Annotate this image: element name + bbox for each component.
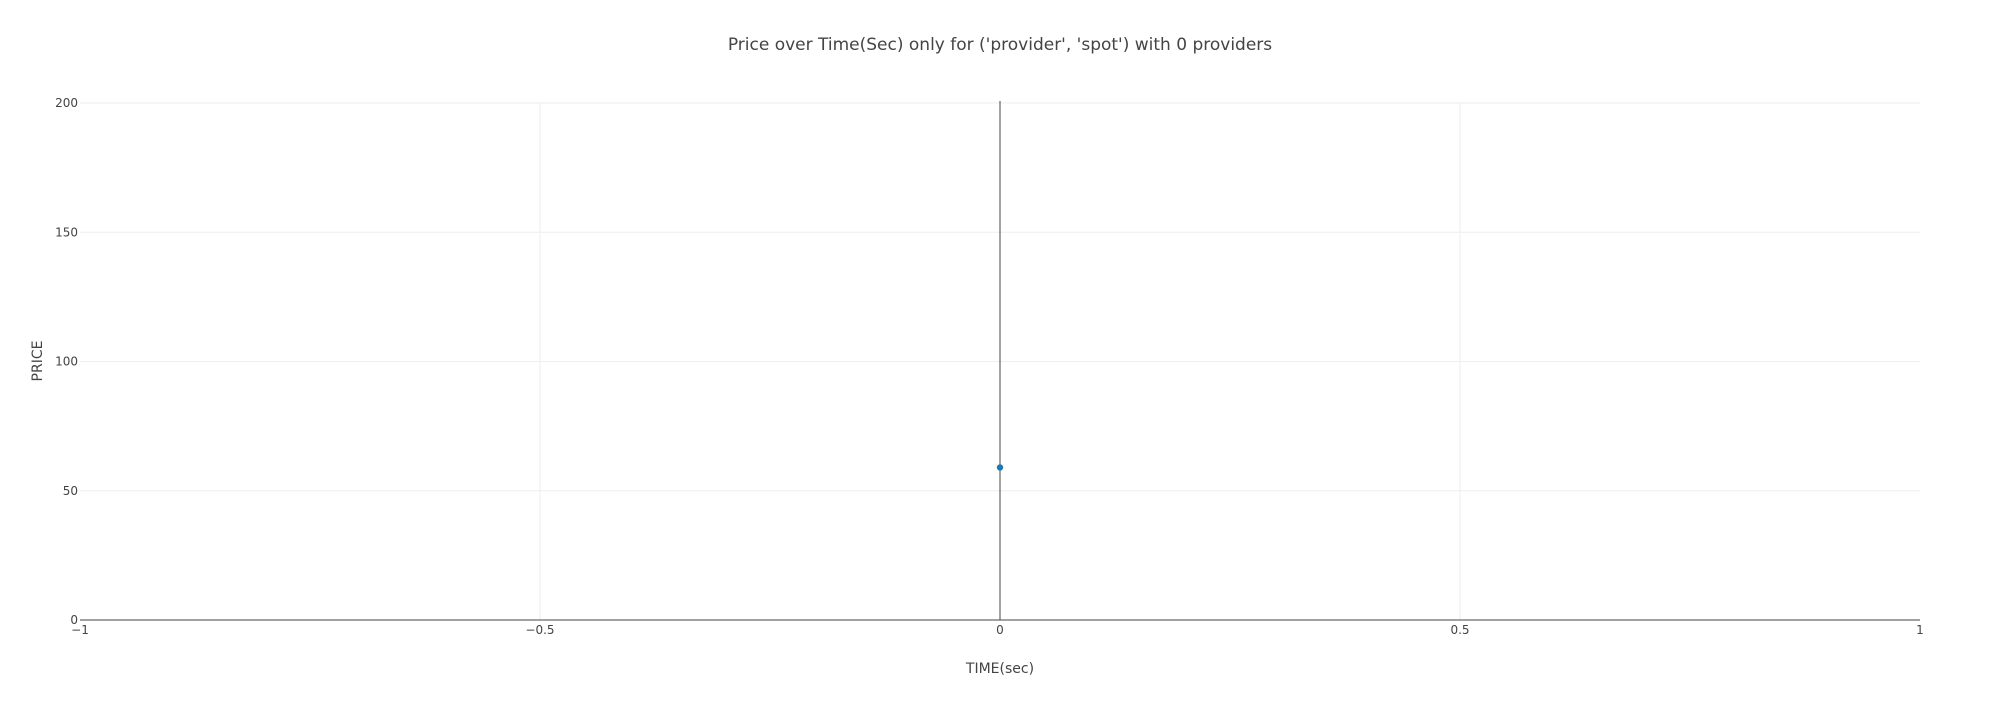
y-tick-label: 200 — [55, 96, 78, 110]
y-axis-title: PRICE — [30, 341, 46, 382]
y-tick-label: 0 — [70, 613, 78, 627]
chart-title: Price over Time(Sec) only for ('provider… — [728, 35, 1272, 55]
y-tick-label: 100 — [55, 355, 78, 369]
x-tick-label: 1 — [1916, 623, 1924, 637]
x-tick-label: 0.5 — [1450, 623, 1469, 637]
data-point[interactable] — [996, 464, 1004, 471]
tick-labels: −1 −0.5 0 0.5 1 0 50 100 150 200 — [55, 96, 1924, 637]
x-tick-label: −1 — [71, 623, 89, 637]
data-marks — [996, 464, 1004, 471]
x-tick-label: 0 — [996, 623, 1004, 637]
x-tick-label: −0.5 — [525, 623, 554, 637]
x-axis-title: TIME(sec) — [965, 661, 1034, 677]
y-tick-label: 50 — [63, 484, 78, 498]
y-tick-label: 150 — [55, 225, 78, 239]
axis-layer — [80, 101, 1920, 621]
